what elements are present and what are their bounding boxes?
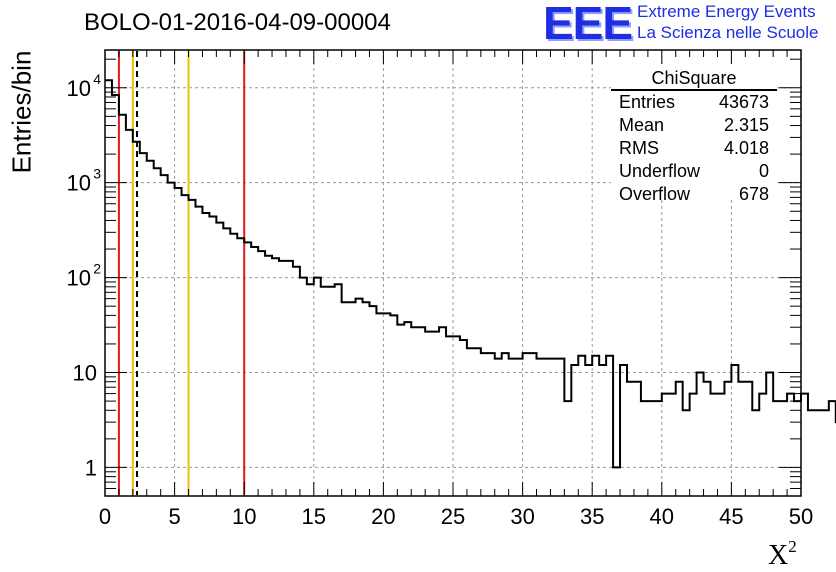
stat-value: 678 [738,184,769,204]
stat-value: 2.315 [723,115,769,135]
stat-value: 4.018 [723,138,769,158]
y-tick-label: 1 [85,455,97,480]
y-tick-label: 10 [73,361,97,386]
stats-divider [611,89,777,91]
stat-label: Mean [619,115,665,135]
stat-row-mean: Mean 2.315 [619,115,769,137]
y-tick-label: 10 [67,76,91,101]
x-tick-label: 40 [650,504,674,529]
y-tick-exponent: 3 [93,166,101,182]
axis-ticks [104,50,802,497]
y-tick-exponent: 2 [93,261,101,277]
x-axis-label-exponent: 2 [788,537,797,556]
stat-value: 0 [758,161,769,181]
logo-tagline-1: Extreme Energy Events [637,2,816,21]
histogram-title: BOLO-01-2016-04-09-00004 [84,9,391,36]
stat-label: RMS [619,138,659,158]
stat-row-rms: RMS 4.018 [619,138,769,160]
x-tick-label: 50 [789,504,813,529]
stat-label: Entries [619,92,676,112]
eee-logo: EEE [543,0,633,49]
stats-box: ChiSquare Entries 43673 Mean 2.315 RMS 4… [611,64,777,204]
x-axis-label: X2 [768,537,797,572]
x-tick-label: 25 [441,504,465,529]
stat-value: 43673 [718,92,769,112]
y-tick-label: 10 [67,266,91,291]
stat-row-underflow: Underflow 0 [619,161,769,183]
x-tick-label: 30 [510,504,534,529]
y-tick-exponent: 4 [93,71,101,87]
stat-row-entries: Entries 43673 [619,92,769,114]
stat-label: Underflow [619,161,701,181]
x-tick-label: 20 [371,504,395,529]
x-tick-label: 5 [168,504,180,529]
x-tick-label: 10 [232,504,256,529]
x-tick-label: 45 [719,504,743,529]
stats-title: ChiSquare [651,68,737,88]
stat-label: Overflow [619,184,691,204]
histogram-step [105,79,836,469]
x-axis-label-main: X [768,540,789,571]
x-tick-label: 0 [99,504,111,529]
logo-tagline-2: La Scienza nelle Scuole [637,23,819,42]
x-tick-label: 15 [302,504,326,529]
y-tick-label: 10 [67,171,91,196]
x-tick-label: 35 [580,504,604,529]
stat-row-overflow: Overflow 678 [619,184,769,206]
reference-lines [117,51,246,495]
